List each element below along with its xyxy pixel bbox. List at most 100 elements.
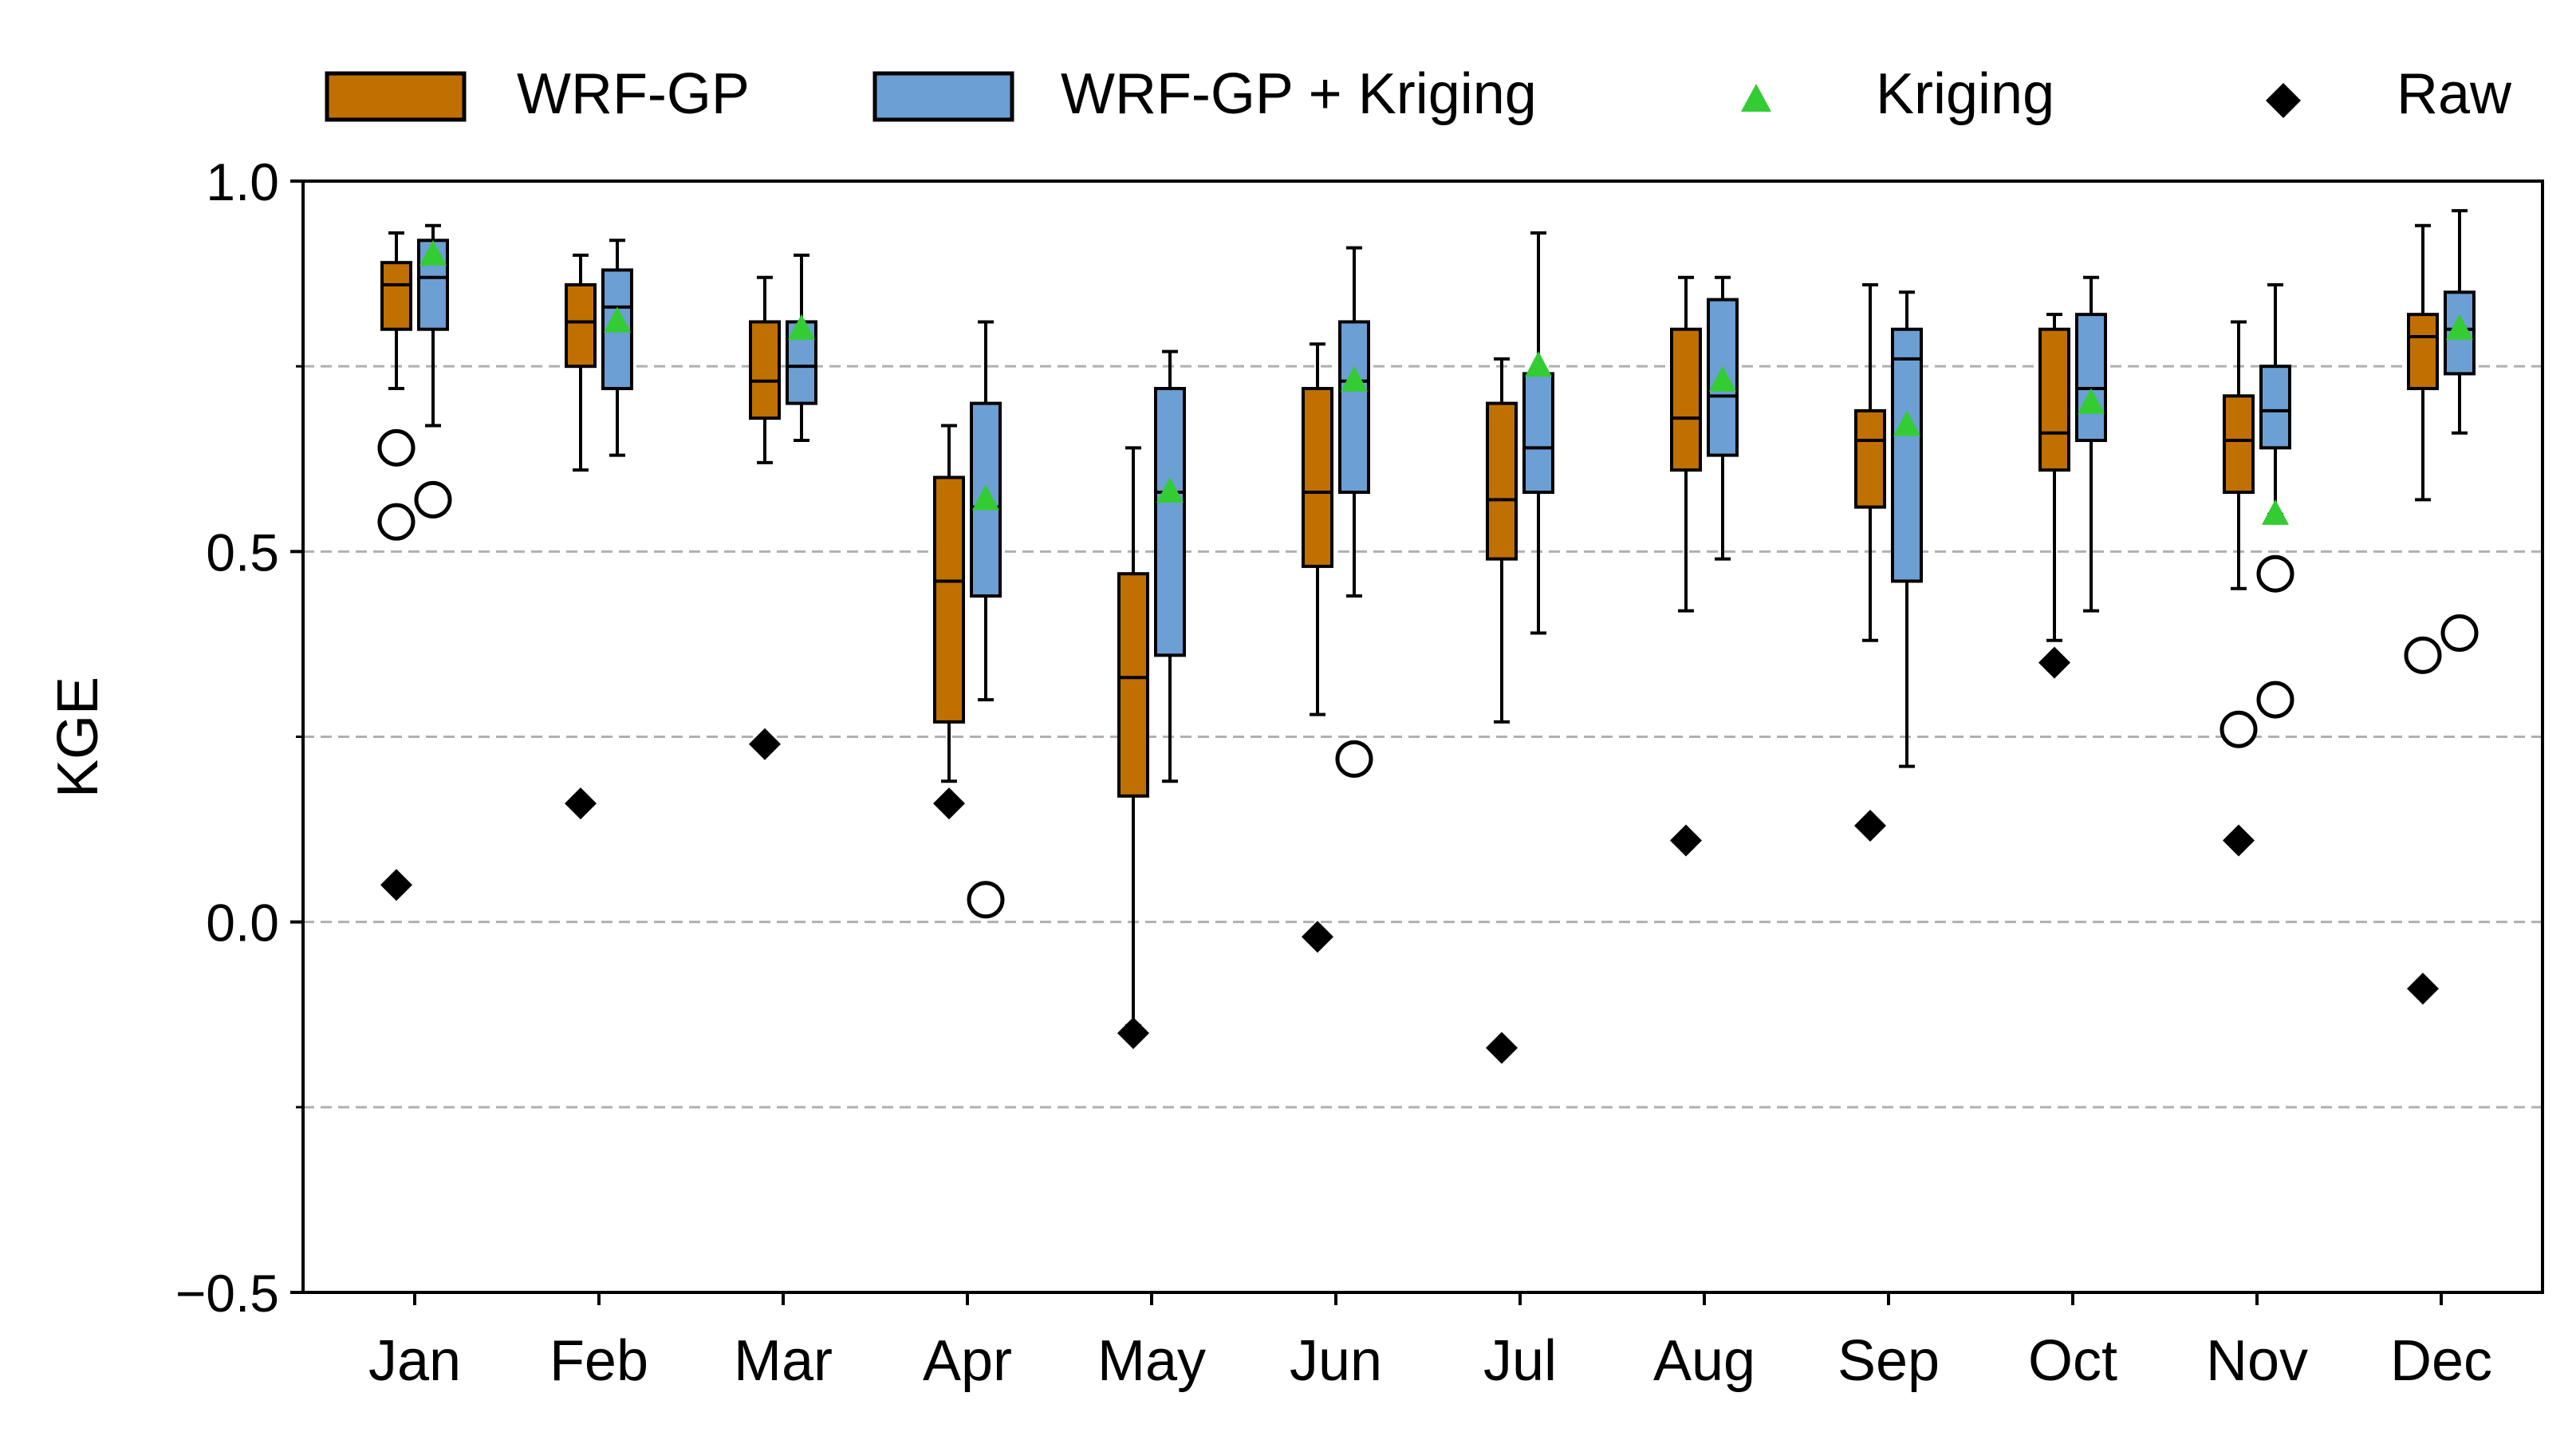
box-group <box>1854 283 1886 642</box>
box-iqr <box>1522 372 1554 495</box>
kriging-marker <box>972 484 999 511</box>
legend-swatch-wrf-gp-kriging <box>872 71 1014 122</box>
raw-marker <box>2407 972 2439 1005</box>
raw-marker <box>2223 824 2255 857</box>
kriging-marker <box>1341 365 1368 392</box>
raw-marker <box>1117 1016 1149 1049</box>
outlier-point <box>2256 554 2294 593</box>
legend-item-raw: Raw <box>2266 62 2512 126</box>
outlier-point <box>1335 740 1373 778</box>
outlier-point <box>967 881 1005 919</box>
x-tick-label: Jan <box>368 1329 461 1393</box>
y-tick-label: 0.5 <box>206 523 279 582</box>
box-iqr <box>1154 387 1186 657</box>
box-iqr <box>2075 313 2107 443</box>
x-tick-label: Aug <box>1653 1329 1755 1393</box>
x-tick-label: Nov <box>2206 1329 2308 1393</box>
kriging-marker <box>1709 365 1736 392</box>
raw-marker <box>380 869 412 901</box>
box-group <box>1117 446 1149 1028</box>
box-group <box>1891 290 1923 768</box>
x-tick-label: Sep <box>1837 1329 1940 1393</box>
x-tick-label: Mar <box>734 1329 833 1393</box>
legend-label-wrf-gp-kriging: WRF-GP + Kriging <box>1061 62 1537 126</box>
box-iqr <box>1117 572 1149 798</box>
legend-item-wrf-gp-kriging: WRF-GP + Kriging <box>872 62 1537 126</box>
y-tick-label: 1.0 <box>206 152 279 211</box>
box-group <box>377 231 416 541</box>
box-group <box>2075 275 2107 613</box>
box-group <box>2404 223 2442 674</box>
box-iqr <box>1891 327 1923 583</box>
box-iqr <box>1338 320 1370 495</box>
outlier-point <box>2440 613 2479 652</box>
legend-swatch-wrf-gp <box>325 71 467 122</box>
legend-label-wrf-gp: WRF-GP <box>517 62 750 126</box>
kriging-marker <box>2262 499 2289 525</box>
raw-marker <box>933 787 965 820</box>
kriging-marker <box>2078 388 2105 414</box>
raw-marker <box>1302 921 1333 953</box>
legend-label-kriging: Kriging <box>1876 62 2054 126</box>
raw-marker <box>565 787 597 820</box>
x-tick-label: May <box>1097 1329 1206 1393</box>
y-axis-label: KGE <box>46 677 110 798</box>
box-iqr <box>749 320 781 420</box>
x-tick-label: Apr <box>923 1329 1012 1393</box>
kriging-marker <box>419 239 447 266</box>
x-tick-label: Dec <box>2390 1329 2492 1393</box>
outlier-point <box>377 428 416 467</box>
box-group <box>1335 246 1373 778</box>
box-iqr <box>2223 394 2255 495</box>
box-iqr <box>1486 401 1518 561</box>
box-group <box>1670 275 1702 613</box>
raw-marker <box>2038 646 2070 679</box>
box-iqr <box>970 401 1002 598</box>
legend-label-raw: Raw <box>2397 62 2512 126</box>
kriging-marker <box>1156 477 1184 503</box>
kriging-marker <box>788 314 815 340</box>
raw-marker <box>1486 1032 1518 1064</box>
raw-marker <box>1670 824 1702 857</box>
x-tick-label: Oct <box>2028 1329 2117 1393</box>
box-group <box>2256 283 2294 719</box>
raw-marker <box>749 728 781 760</box>
outlier-point <box>377 503 416 541</box>
y-tick-label: −0.5 <box>175 1264 279 1323</box>
gridlines <box>303 365 2543 1109</box>
box-iqr <box>1302 387 1333 568</box>
box-iqr <box>1670 327 1702 472</box>
x-tick-label: Feb <box>549 1329 648 1393</box>
outlier-point <box>2256 681 2294 719</box>
y-axis: −0.5 0.0 0.5 1.0 <box>175 152 303 1323</box>
raw-marker <box>1854 809 1886 842</box>
box-iqr <box>933 475 965 724</box>
x-axis: Jan Feb Mar Apr May Jun Jul Aug Sep Oct Nov Dec <box>368 1292 2492 1393</box>
box-group <box>749 275 781 464</box>
outlier-point <box>2404 636 2442 674</box>
box-group <box>2220 320 2258 748</box>
legend-item-kriging: Kriging <box>1741 62 2054 126</box>
box-group <box>2038 313 2070 642</box>
legend-marker-raw <box>2266 83 2301 118</box>
box-iqr <box>565 283 597 369</box>
x-tick-label: Jul <box>1483 1329 1557 1393</box>
legend-marker-kriging <box>1741 84 1771 112</box>
box-group <box>933 424 965 783</box>
markers <box>380 239 2473 1064</box>
box-iqr <box>2038 327 2070 472</box>
box-plots <box>377 209 2479 1028</box>
box-group <box>1486 357 1518 724</box>
y-tick-label: 0.0 <box>206 894 279 953</box>
legend: WRF-GP WRF-GP + Kriging Kriging Raw <box>325 62 2512 126</box>
box-group <box>1154 349 1186 783</box>
box-iqr <box>2259 365 2291 450</box>
outlier-point <box>2220 710 2258 748</box>
kriging-marker <box>604 306 631 333</box>
box-group <box>967 320 1005 919</box>
outlier-point <box>414 480 452 519</box>
x-tick-label: Jun <box>1290 1329 1382 1393</box>
box-iqr <box>2407 313 2439 391</box>
box-iqr <box>1854 408 1886 509</box>
